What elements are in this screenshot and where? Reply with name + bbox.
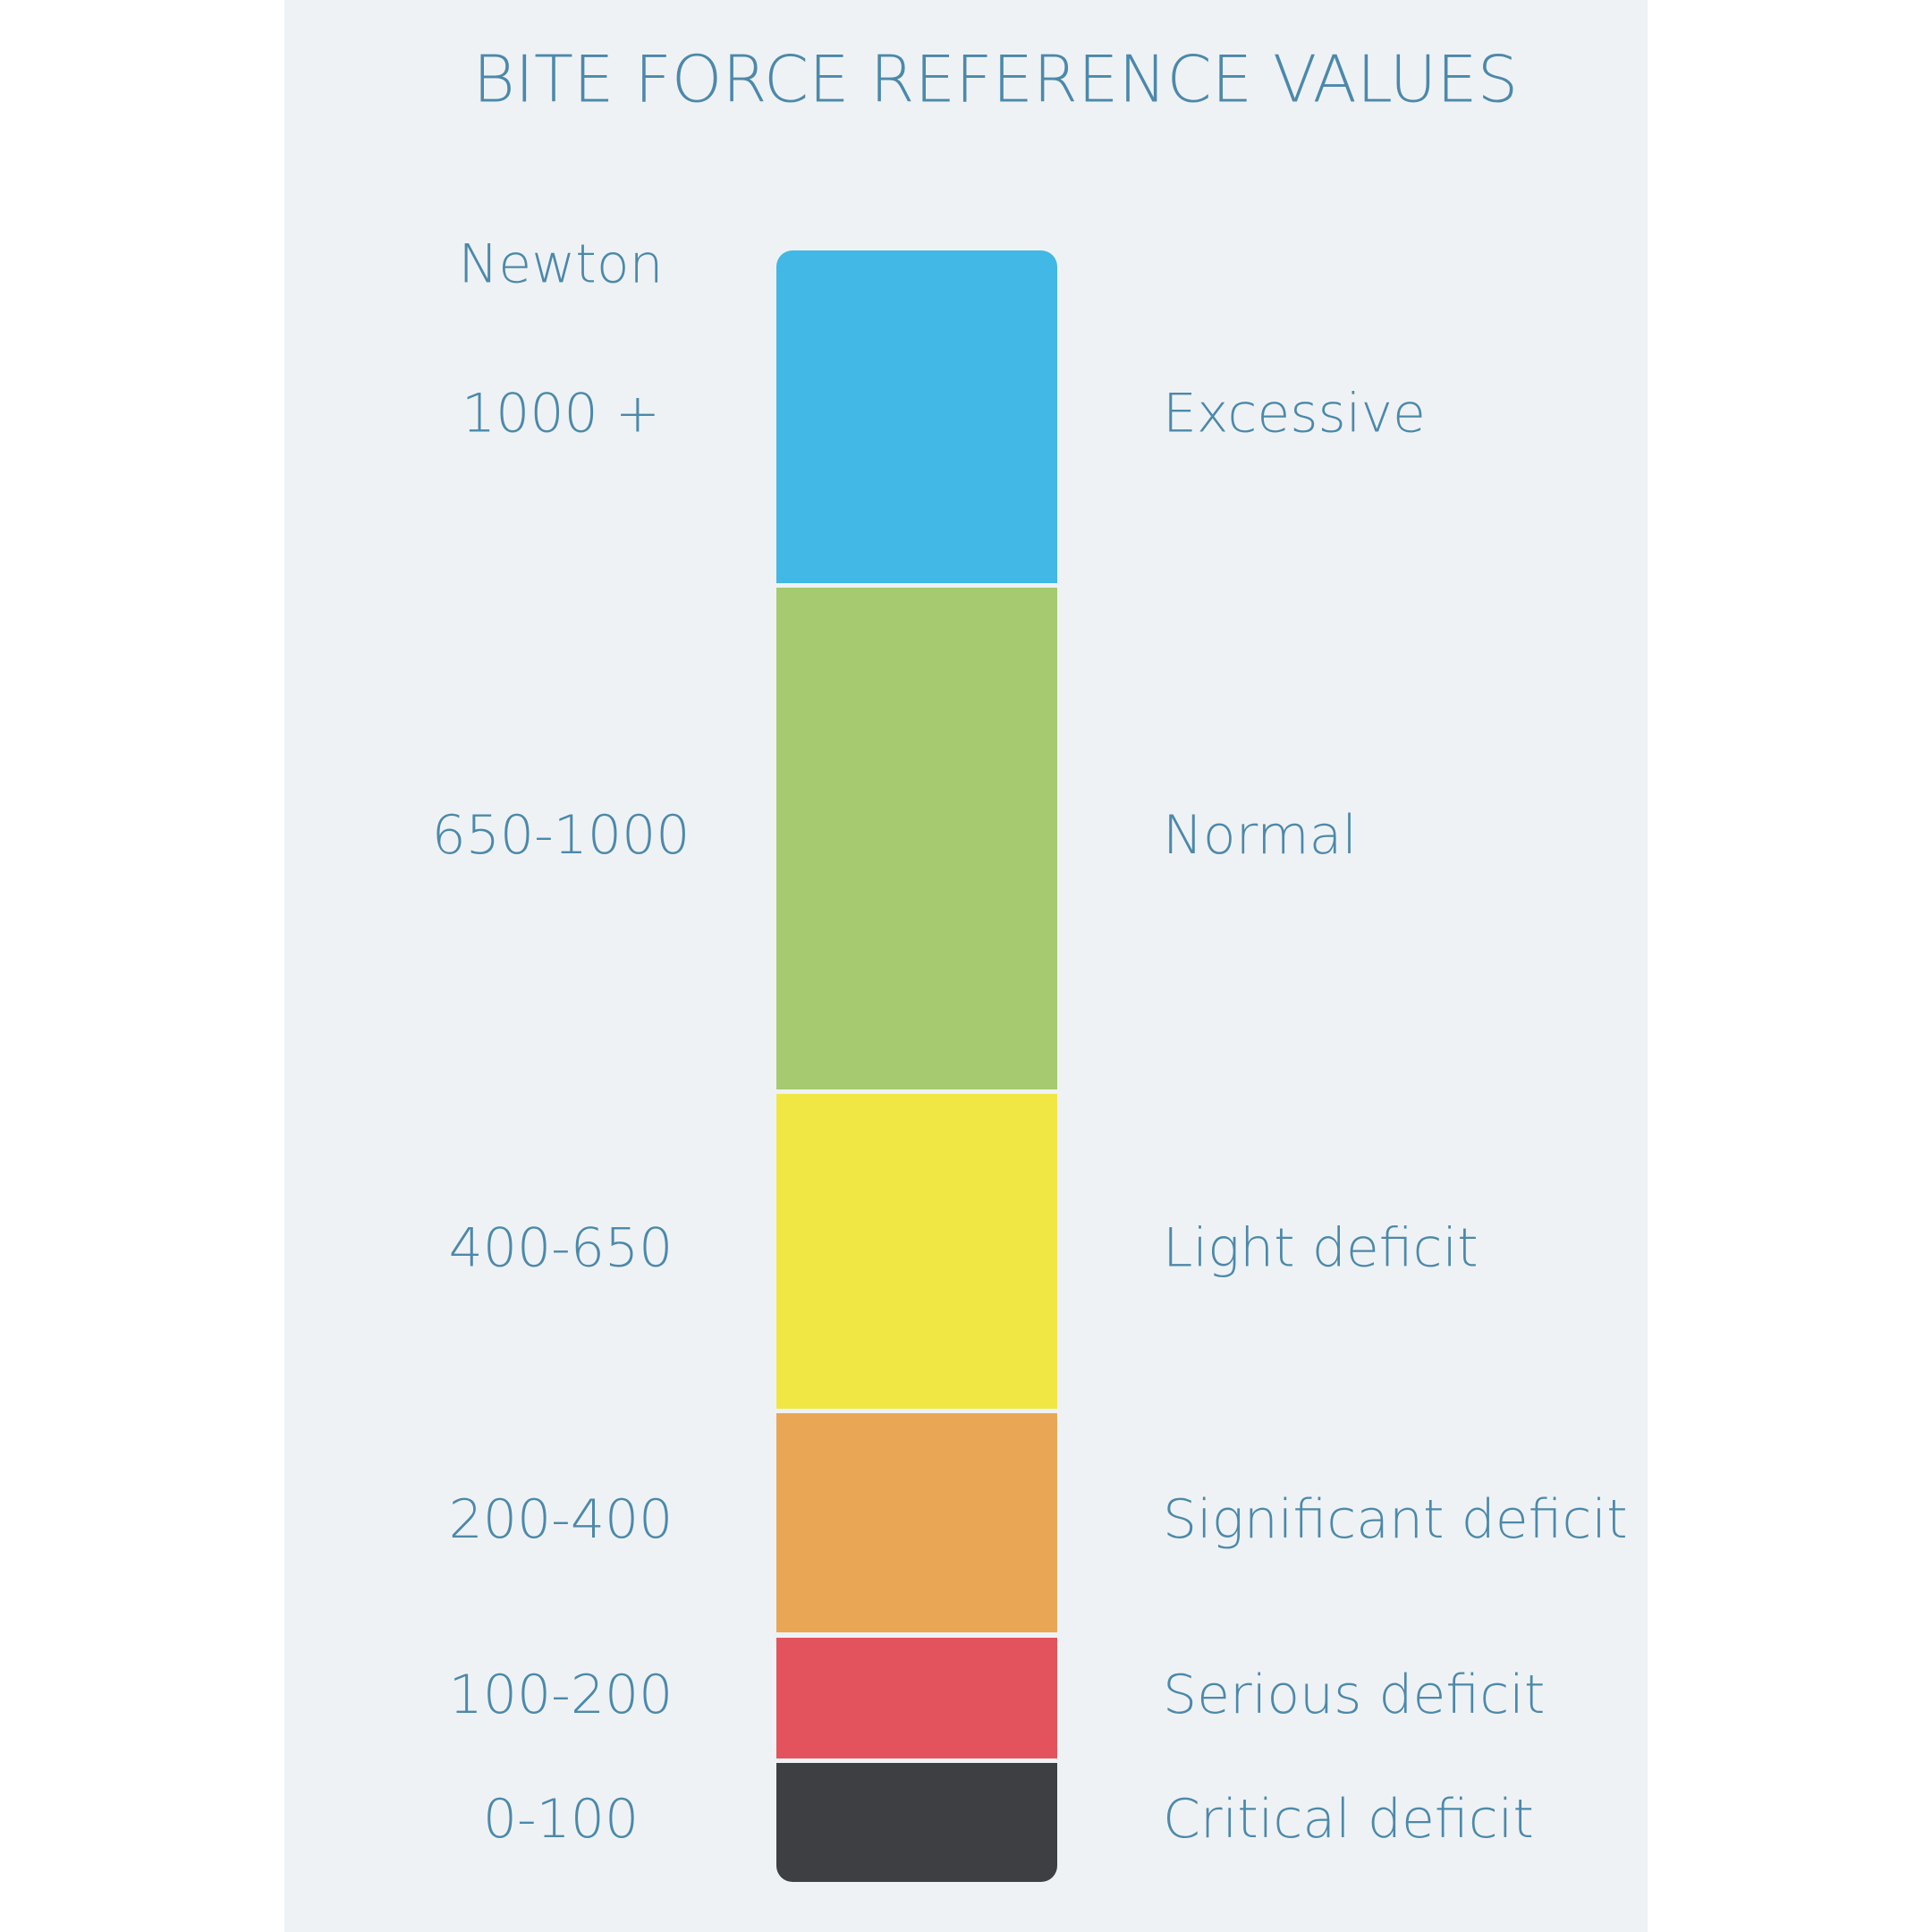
band-label: Critical deficit <box>1163 1788 1534 1851</box>
scale-bar <box>776 250 1057 1882</box>
band-segment <box>776 1638 1057 1758</box>
band-segment <box>776 1094 1057 1409</box>
band-label: Serious deficit <box>1163 1664 1545 1726</box>
range-label: 650-1000 <box>432 804 691 867</box>
title: BITE FORCE REFERENCE VALUES <box>473 42 1519 117</box>
range-label: 100-200 <box>449 1664 674 1726</box>
range-label: 400-650 <box>449 1217 674 1280</box>
band-label: Excessive <box>1163 383 1426 445</box>
band-segment <box>776 1413 1057 1632</box>
band-label: Normal <box>1163 804 1357 867</box>
range-label: 1000 + <box>462 383 660 445</box>
range-label: 200-400 <box>449 1488 674 1551</box>
band-segment <box>776 588 1057 1089</box>
range-label: 0-100 <box>483 1788 639 1851</box>
labels: 1000 + Excessive 650-1000 Normal 400-650 Ligh… <box>432 383 1628 1852</box>
band-segment <box>776 250 1057 583</box>
band-label: Light deficit <box>1163 1217 1479 1280</box>
band-label: Significant deficit <box>1163 1488 1628 1551</box>
unit-label: Newton <box>458 233 663 296</box>
band-segment <box>776 1763 1057 1882</box>
